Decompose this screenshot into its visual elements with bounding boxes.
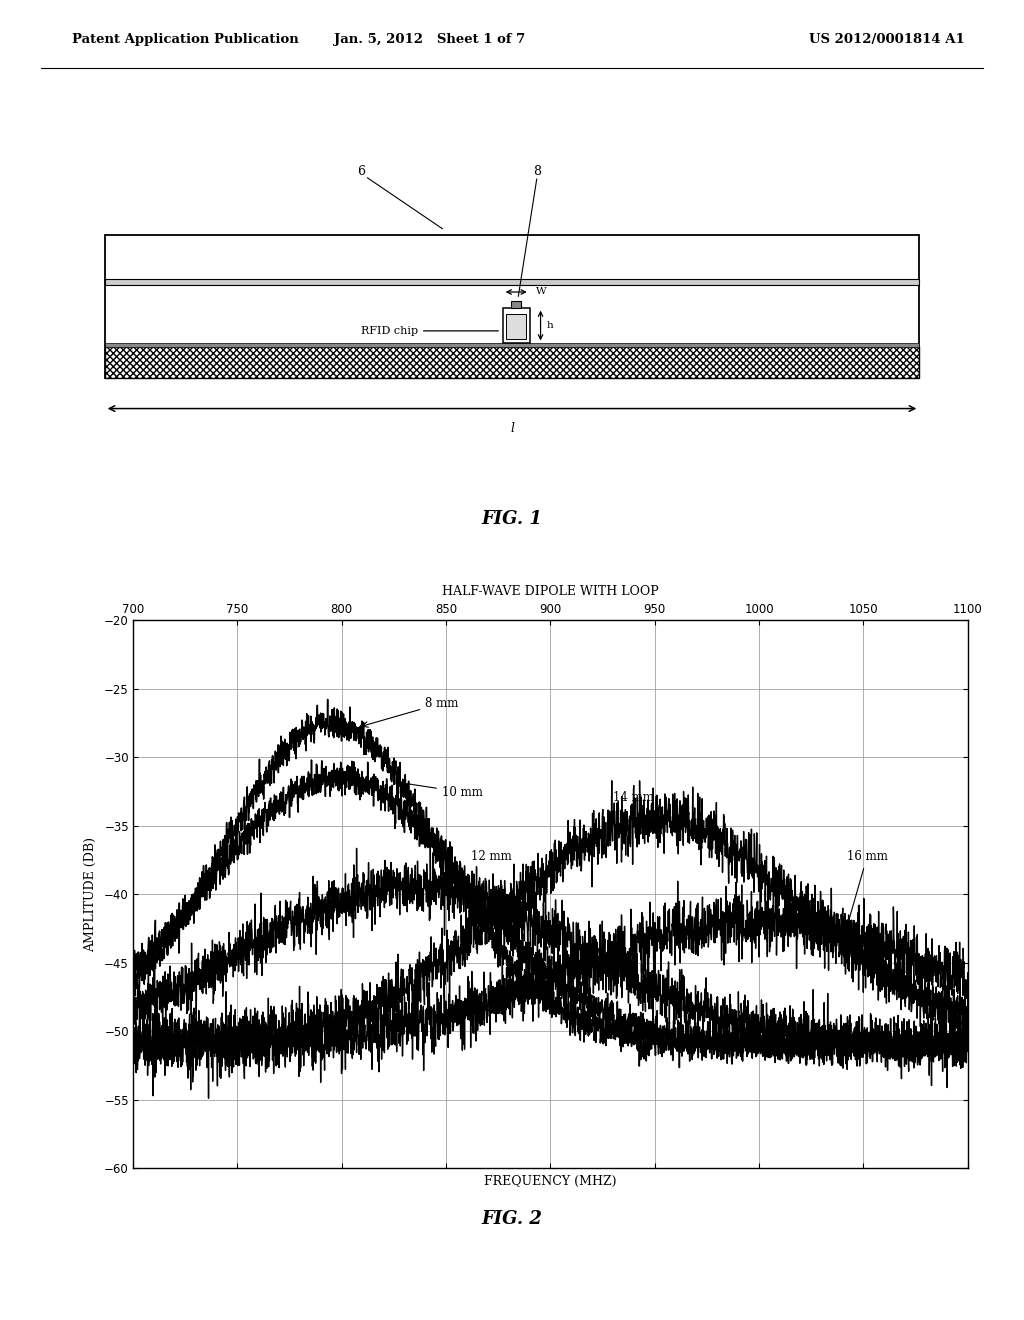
Bar	[104, 343, 920, 347]
Bar	[104, 279, 920, 285]
Text: 14 mm: 14 mm	[613, 791, 654, 804]
Bar	[506, 314, 526, 339]
Text: 16 mm: 16 mm	[843, 850, 888, 940]
Text: Jan. 5, 2012   Sheet 1 of 7: Jan. 5, 2012 Sheet 1 of 7	[335, 33, 525, 46]
Text: 8 mm: 8 mm	[362, 697, 459, 727]
Text: W: W	[536, 286, 546, 296]
Text: RFID chip: RFID chip	[360, 326, 499, 335]
Text: l: l	[510, 422, 514, 436]
Title: HALF-WAVE DIPOLE WITH LOOP: HALF-WAVE DIPOLE WITH LOOP	[442, 585, 658, 598]
Bar	[511, 301, 521, 308]
Text: Patent Application Publication: Patent Application Publication	[72, 33, 298, 46]
Bar	[104, 346, 920, 378]
Text: FIG. 1: FIG. 1	[481, 511, 543, 528]
Y-axis label: AMPLITUDE (DB): AMPLITUDE (DB)	[84, 837, 97, 952]
Bar	[104, 235, 920, 378]
Text: 10 mm: 10 mm	[400, 780, 482, 799]
X-axis label: FREQUENCY (MHZ): FREQUENCY (MHZ)	[484, 1175, 616, 1188]
Text: 12 mm: 12 mm	[471, 850, 512, 863]
Text: 8: 8	[534, 165, 542, 178]
Text: FIG. 2: FIG. 2	[481, 1210, 543, 1228]
Text: h: h	[547, 321, 553, 330]
Text: 6: 6	[356, 165, 365, 178]
Text: US 2012/0001814 A1: US 2012/0001814 A1	[809, 33, 965, 46]
Bar	[503, 308, 529, 343]
